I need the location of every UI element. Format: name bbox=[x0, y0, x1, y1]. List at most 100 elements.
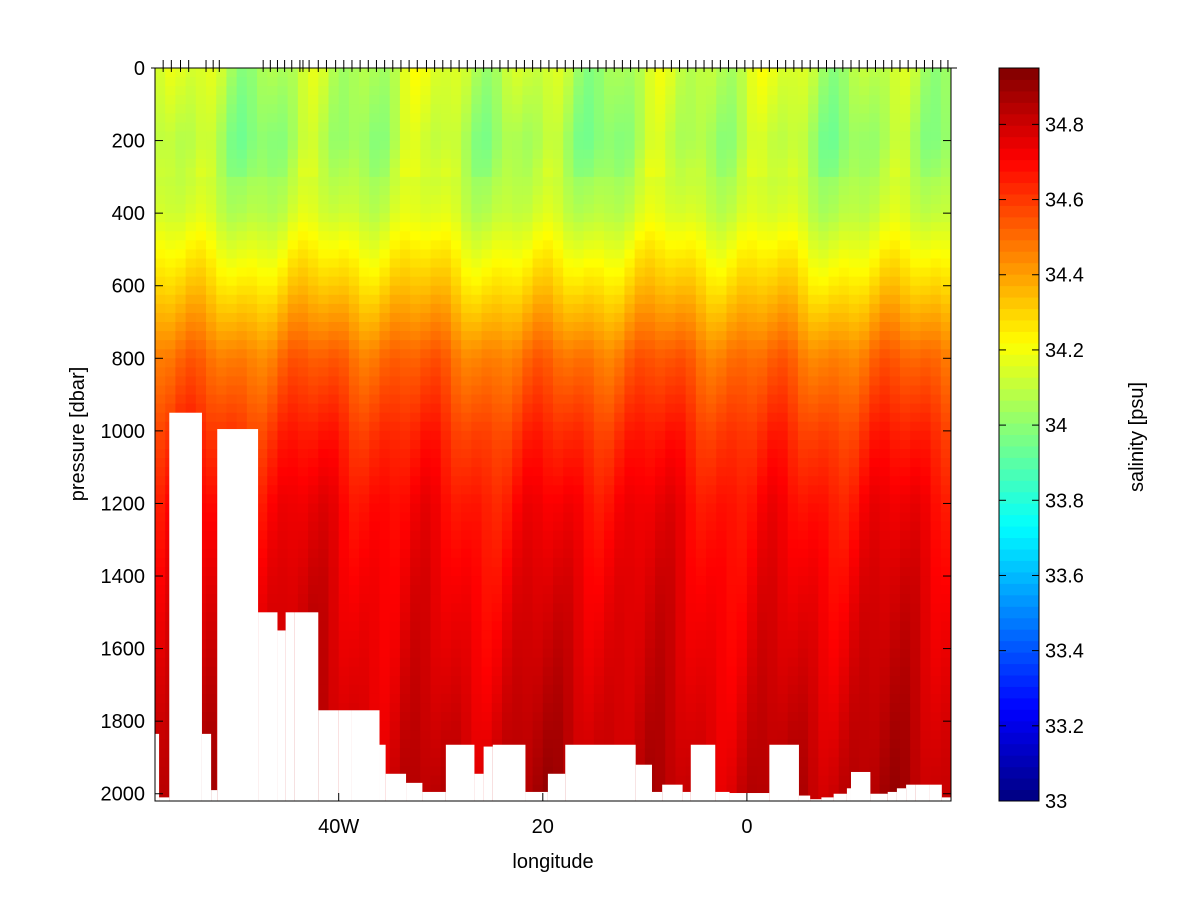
salinity-cell bbox=[318, 576, 330, 586]
salinity-cell bbox=[297, 548, 309, 559]
salinity-cell bbox=[706, 548, 717, 559]
salinity-cell bbox=[726, 68, 738, 78]
salinity-cell bbox=[410, 358, 421, 368]
salinity-cell bbox=[318, 439, 330, 450]
salinity-cell bbox=[440, 576, 452, 586]
salinity-cell bbox=[440, 712, 452, 722]
salinity-cell bbox=[379, 385, 391, 396]
salinity-cell bbox=[746, 195, 758, 205]
salinity-cell bbox=[634, 376, 646, 387]
salinity-cell bbox=[410, 276, 421, 287]
salinity-cell bbox=[767, 322, 779, 332]
salinity-cell bbox=[542, 104, 554, 114]
salinity-cell bbox=[624, 403, 636, 414]
salinity-cell bbox=[430, 530, 442, 541]
salinity-cell bbox=[379, 666, 391, 677]
salinity-cell bbox=[287, 539, 299, 550]
salinity-cell bbox=[665, 766, 677, 777]
salinity-cell bbox=[267, 512, 279, 523]
salinity-cell bbox=[736, 122, 748, 133]
salinity-cell bbox=[267, 485, 279, 495]
salinity-cell bbox=[461, 358, 472, 368]
salinity-cell bbox=[369, 258, 381, 269]
salinity-cell bbox=[287, 222, 299, 232]
salinity-cell bbox=[420, 149, 432, 160]
salinity-cell bbox=[634, 721, 646, 731]
salinity-cell bbox=[706, 385, 717, 396]
salinity-cell bbox=[542, 113, 554, 124]
salinity-cell bbox=[736, 439, 748, 450]
salinity-cell bbox=[226, 376, 238, 387]
salinity-cell bbox=[195, 122, 207, 133]
salinity-cell bbox=[328, 630, 340, 641]
salinity-cell bbox=[491, 331, 503, 341]
salinity-cell bbox=[450, 585, 462, 595]
salinity-cell bbox=[359, 684, 370, 695]
salinity-cell bbox=[277, 548, 289, 559]
salinity-cell bbox=[532, 176, 544, 187]
salinity-cell bbox=[706, 739, 717, 749]
salinity-cell bbox=[501, 376, 513, 387]
salinity-cell bbox=[685, 439, 697, 450]
salinity-cell bbox=[318, 285, 330, 296]
salinity-cell bbox=[318, 703, 330, 713]
salinity-cell bbox=[257, 131, 268, 142]
salinity-cell bbox=[634, 449, 646, 459]
salinity-cell bbox=[542, 258, 554, 269]
salinity-cell bbox=[706, 376, 717, 387]
salinity-cell bbox=[450, 394, 462, 405]
salinity-cell bbox=[165, 86, 177, 96]
salinity-cell bbox=[369, 167, 381, 178]
salinity-cell bbox=[359, 675, 370, 686]
salinity-cell bbox=[624, 657, 636, 668]
salinity-cell bbox=[553, 521, 564, 532]
salinity-cell bbox=[532, 585, 544, 595]
salinity-cell bbox=[685, 213, 697, 223]
salinity-cell bbox=[695, 131, 707, 142]
salinity-cell bbox=[216, 149, 228, 160]
salinity-cell bbox=[563, 585, 575, 595]
salinity-cell bbox=[348, 358, 360, 368]
salinity-cell bbox=[399, 757, 411, 768]
salinity-cell bbox=[542, 585, 554, 595]
salinity-cell bbox=[155, 630, 166, 641]
salinity-cell bbox=[644, 77, 656, 87]
salinity-cell bbox=[767, 95, 779, 105]
salinity-cell bbox=[491, 113, 503, 124]
salinity-cell bbox=[399, 258, 411, 269]
salinity-cell bbox=[236, 222, 248, 232]
salinity-cell bbox=[573, 340, 585, 350]
salinity-cell bbox=[471, 657, 483, 668]
salinity-cell bbox=[369, 512, 381, 523]
salinity-cell bbox=[685, 603, 697, 613]
salinity-cell bbox=[512, 312, 523, 323]
salinity-cell bbox=[420, 784, 432, 795]
salinity-cell bbox=[655, 376, 666, 387]
salinity-cell bbox=[155, 730, 166, 740]
salinity-cell bbox=[542, 603, 554, 613]
salinity-cell bbox=[665, 703, 677, 713]
salinity-cell bbox=[420, 476, 432, 486]
salinity-cell bbox=[420, 458, 432, 468]
salinity-cell bbox=[716, 167, 728, 178]
salinity-cell bbox=[563, 340, 575, 350]
salinity-cell bbox=[614, 95, 626, 105]
salinity-cell bbox=[420, 231, 432, 241]
salinity-cell bbox=[277, 403, 289, 414]
salinity-cell bbox=[481, 258, 493, 269]
salinity-cell bbox=[573, 303, 585, 314]
salinity-cell bbox=[471, 394, 483, 405]
salinity-cell bbox=[695, 140, 707, 151]
salinity-cell bbox=[471, 149, 483, 160]
salinity-cell bbox=[471, 612, 483, 622]
salinity-cell bbox=[614, 566, 626, 577]
salinity-cell bbox=[746, 675, 758, 686]
salinity-cell bbox=[348, 430, 360, 441]
salinity-cell bbox=[155, 476, 166, 486]
salinity-cell bbox=[624, 158, 636, 169]
salinity-cell bbox=[695, 439, 707, 450]
salinity-cell bbox=[359, 249, 370, 260]
salinity-cell bbox=[410, 721, 421, 731]
salinity-cell bbox=[195, 158, 207, 169]
salinity-cell bbox=[308, 331, 319, 341]
